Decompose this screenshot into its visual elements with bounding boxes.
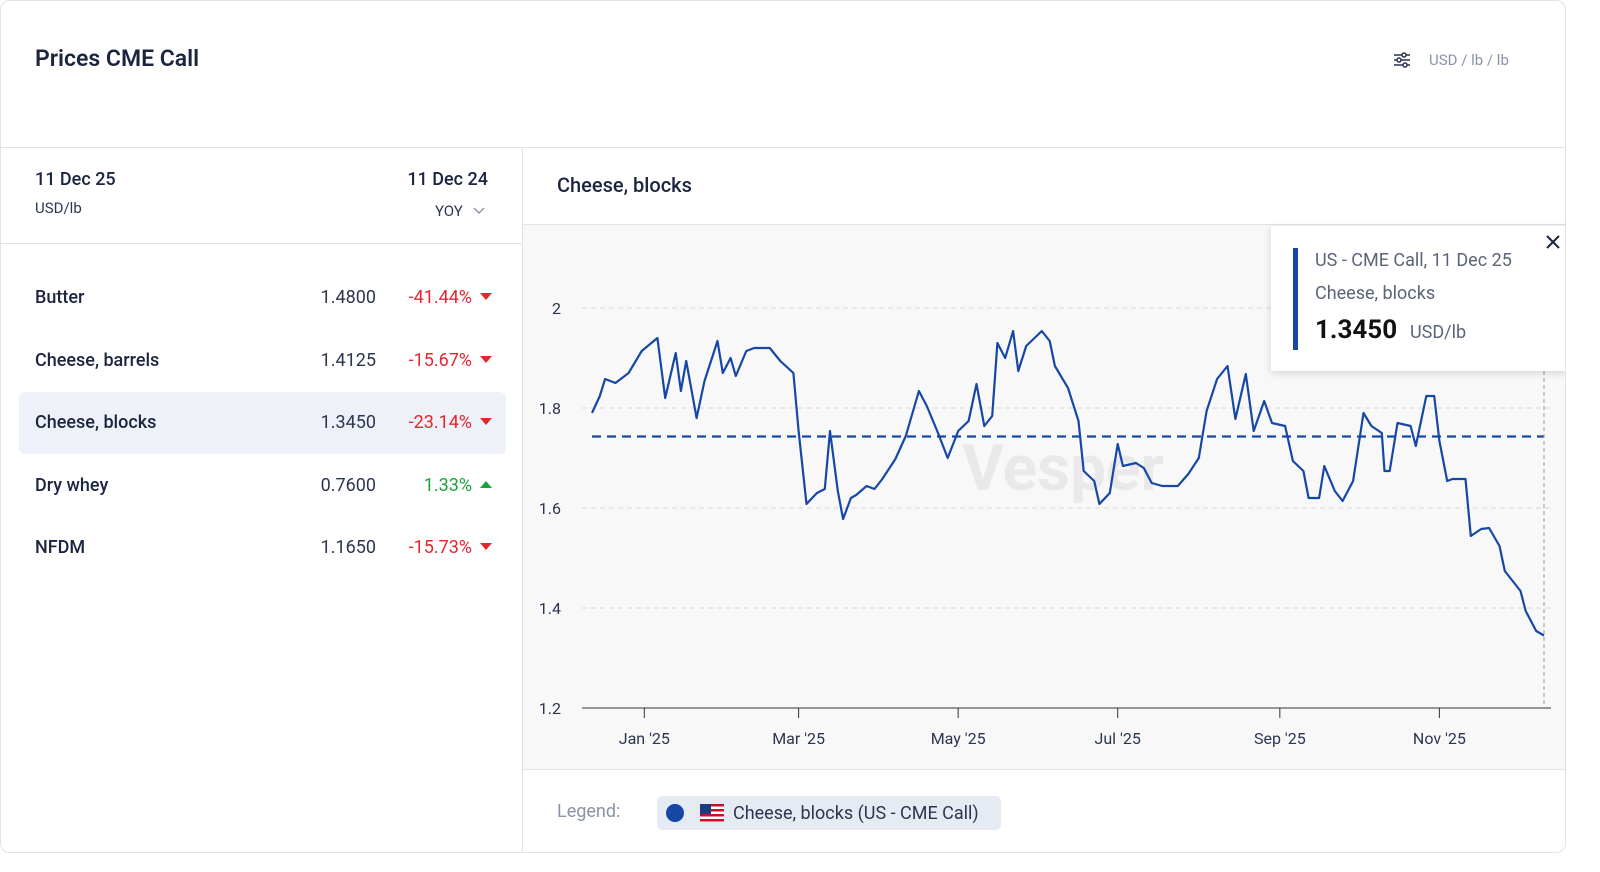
x-tick-label: Jan '25 [619,729,670,748]
x-tick-label: Mar '25 [772,729,825,748]
x-tick-label: Sep '25 [1254,729,1306,748]
series-line [591,329,1545,637]
row-change: -15.67% [408,349,472,371]
x-tick-label: May '25 [931,729,986,748]
y-tick-label: 1.4 [539,599,561,618]
unit-selector[interactable]: USD / lb / lb [1393,51,1509,69]
legend-label: Legend: [557,801,621,822]
price-row[interactable]: Cheese, barrels 1.4125 -15.67% [19,330,506,392]
filter-icon [1394,52,1410,68]
y-tick-label: 2 [552,299,561,318]
row-change: -15.73% [408,537,472,558]
legend-icons [666,804,724,822]
row-name: Dry whey [35,474,109,496]
compare-date: 11 Dec 24 [407,169,488,190]
mode-select[interactable]: YOY [435,202,485,220]
panel: Prices CME Call USD / lb / lb 11 Dec 25 … [0,0,1566,853]
divider [1,147,1565,148]
arrow [480,293,492,300]
row-change: 1.33% [423,474,472,496]
row-price: 1.1650 [320,537,376,558]
trend-arrow [480,418,492,425]
y-tick-label: 1.2 [539,699,561,718]
tooltip: US - CME Call, 11 Dec 25 Cheese, blocks … [1271,226,1565,371]
chart-title: Cheese, blocks [557,173,692,197]
us-flag [700,804,724,822]
row-price: 0.7600 [320,474,376,496]
divider [522,147,523,852]
row-change: -23.14% [408,412,472,433]
tooltip-name: Cheese, blocks [1315,283,1436,304]
tooltip-unit: USD/lb [1410,322,1467,343]
x-tick-label: Nov '25 [1413,729,1466,748]
chart: Vesper 1.2 1.4 1.6 1.8 2 Jan '25 Mar '25 May '2… [539,299,1551,748]
row-name: NFDM [35,537,86,558]
divider [523,224,1565,225]
y-tick-label: 1.6 [539,499,561,518]
price-row[interactable]: Dry whey 0.7600 1.33% [19,455,506,517]
price-row[interactable]: NFDM 1.1650 -15.73% [19,517,506,579]
price-row[interactable]: Cheese, blocks 1.3450 -23.14% [19,392,506,454]
row-name: Cheese, barrels [35,349,160,371]
y-tick-label: 1.8 [539,399,561,418]
trend-arrow [480,480,492,488]
x-tick-label: Jul '25 [1095,729,1141,748]
row-name: Cheese, blocks [35,412,157,433]
divider [523,769,1565,770]
row-change: -41.44% [408,287,472,308]
row-price: 1.3450 [320,412,376,433]
date: 11 Dec 25 [35,169,116,190]
unit-label: USD / lb / lb [1429,51,1509,69]
tooltip-value: 1.3450 [1315,315,1398,345]
close-button[interactable] [1545,234,1561,250]
trend-arrow [480,293,492,300]
legend-text: Cheese, blocks (US - CME Call) [733,802,979,824]
price-row[interactable]: Butter 1.4800 -41.44% [19,267,506,329]
tooltip-source: US - CME Call, 11 Dec 25 [1315,250,1512,271]
trend-arrow [480,543,492,550]
divider [1,243,522,244]
page-title: Prices CME Call [35,45,200,72]
trend-arrow [480,355,492,363]
row-price: 1.4800 [320,287,376,308]
unit: USD/lb [35,199,82,217]
arrow [480,418,492,425]
mode: YOY [435,202,463,220]
arrow [480,543,492,550]
legend-marker [666,804,684,822]
row-price: 1.4125 [320,349,376,371]
tooltip-bar [1293,248,1298,350]
legend-item[interactable]: Cheese, blocks (US - CME Call) [657,796,1001,830]
arrow [480,480,492,488]
watermark: Vesper [962,431,1164,506]
row-name: Butter [35,287,85,308]
arrow [480,355,492,363]
chevron [473,207,485,214]
